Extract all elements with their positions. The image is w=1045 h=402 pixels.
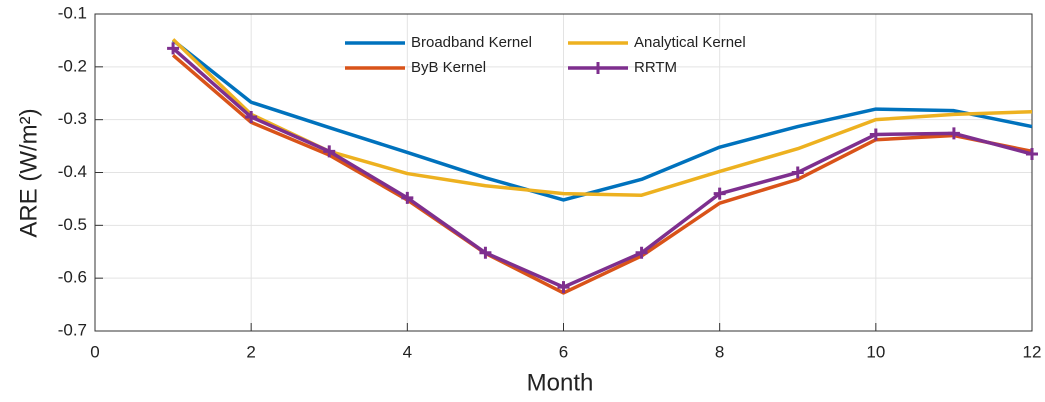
marker (791, 166, 804, 179)
marker (323, 145, 336, 158)
x-tick-label: 4 (403, 342, 412, 361)
marker (557, 281, 570, 294)
legend-marker (592, 62, 604, 74)
marker (947, 127, 960, 140)
y-tick-label: -0.2 (58, 56, 87, 75)
legend-label: Analytical Kernel (634, 34, 746, 51)
x-tick-label: 10 (866, 342, 885, 361)
plot-frame (94, 13, 1033, 332)
x-axis-label: Month (527, 369, 594, 396)
series-line (171, 39, 1033, 202)
y-tick-label: -0.3 (58, 109, 87, 128)
y-tick-label: -0.6 (58, 268, 87, 287)
marker (245, 111, 258, 124)
x-tick-label: 2 (246, 342, 255, 361)
marker (869, 128, 882, 141)
x-tick-label: 6 (559, 342, 568, 361)
legend-label: RRTM (634, 59, 677, 76)
marker (479, 246, 492, 259)
x-tick-label: 12 (1023, 342, 1042, 361)
legend-label: ByB Kernel (411, 59, 486, 76)
marker (401, 191, 414, 204)
y-tick-label: -0.4 (58, 162, 87, 181)
y-tick-label: -0.5 (58, 215, 87, 234)
x-tick-label: 0 (90, 342, 99, 361)
x-tick-label: 8 (715, 342, 724, 361)
marker (1026, 148, 1038, 161)
y-axis-label: ARE (W/m²) (15, 108, 42, 237)
y-tick-label: -0.7 (58, 320, 87, 339)
y-tick-label: -0.1 (58, 3, 87, 22)
marker (635, 246, 648, 259)
marker (167, 42, 180, 55)
marker (713, 187, 726, 200)
series-line (171, 53, 1033, 295)
series-line (171, 47, 1033, 289)
legend-label: Broadband Kernel (411, 34, 532, 51)
